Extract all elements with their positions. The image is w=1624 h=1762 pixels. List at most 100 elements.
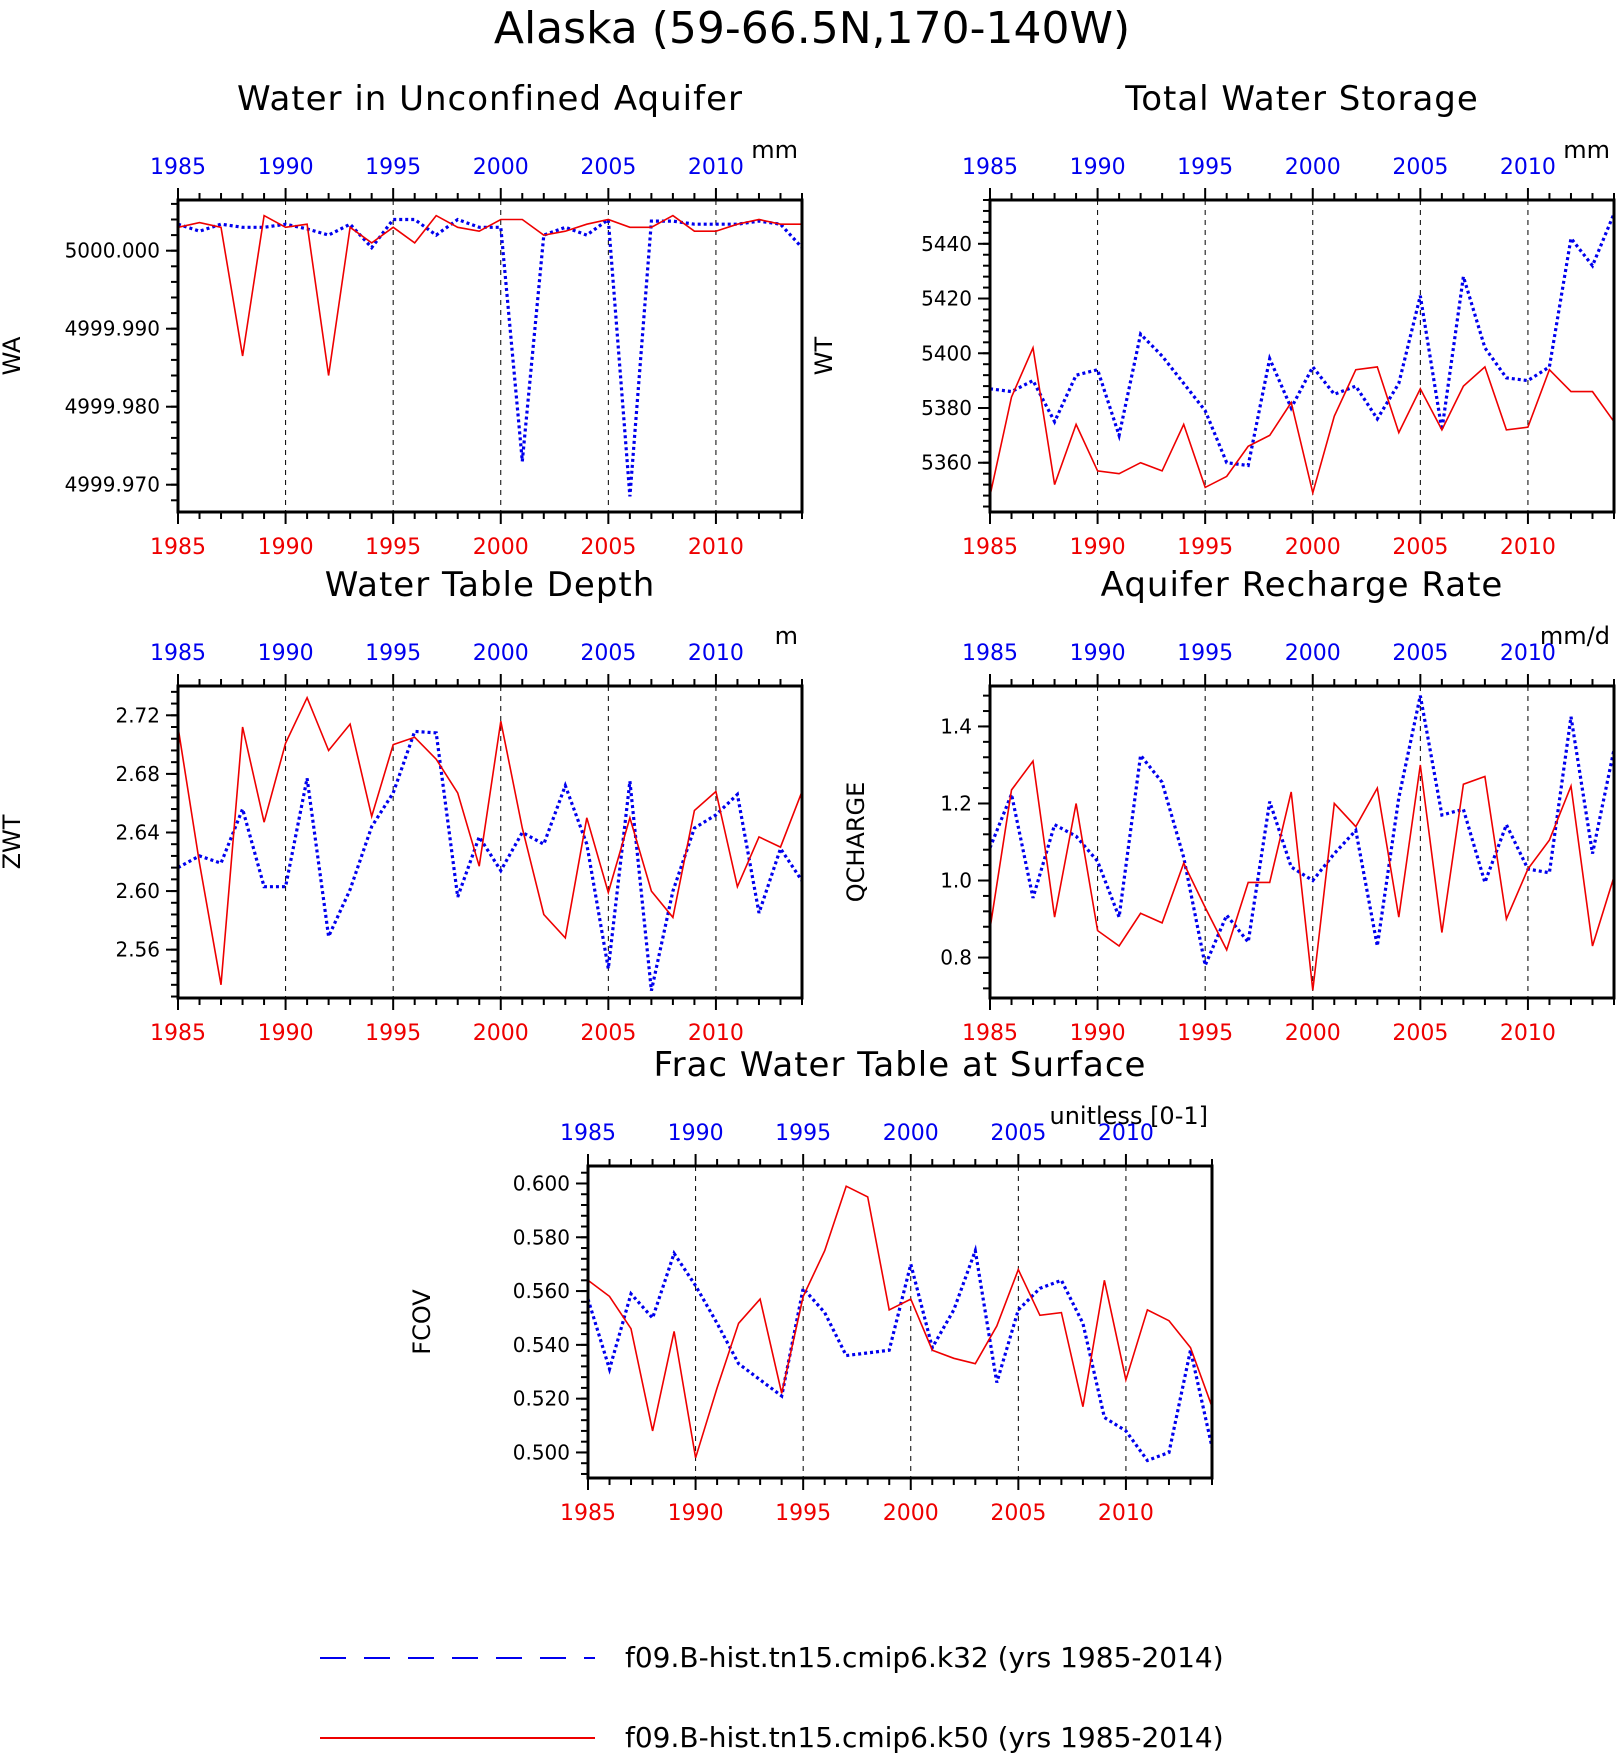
series-line-k50	[178, 214, 802, 376]
x-tick-label-bottom: 2010	[688, 535, 744, 560]
chart-svg: Water Table Depth m 1985 1985 1990 1990 1995 19…	[0, 565, 804, 1046]
y-tick-label: 2.68	[115, 762, 160, 786]
page-title: Alaska (59-66.5N,170-140W)	[493, 3, 1131, 54]
chart-title: Total Water Storage	[1124, 79, 1479, 119]
x-tick-label-bottom: 2005	[580, 535, 636, 560]
y-tick-label: 0.500	[513, 1440, 570, 1464]
chart-panel-total-water-storage: Total Water Storage mm 1985 1985 1990 1990 199…	[810, 70, 1624, 570]
x-tick-label-top: 2000	[473, 641, 529, 666]
y-tick-label: 0.520	[513, 1387, 570, 1411]
x-tick-label-bottom: 2010	[1098, 1501, 1154, 1526]
series-line-k32	[990, 213, 1614, 468]
x-tick-label-top: 2010	[1098, 1121, 1154, 1146]
y-tick-label: 0.540	[513, 1333, 570, 1357]
plot-frame	[176, 684, 804, 1000]
x-tick-label-top: 1995	[1177, 155, 1233, 180]
x-tick-label-bottom: 2005	[1392, 1021, 1448, 1046]
y-tick-label: 5400	[921, 341, 972, 365]
x-tick-label-top: 2005	[580, 641, 636, 666]
x-tick-label-top: 2010	[1500, 155, 1556, 180]
y-axis-label: QCHARGE	[842, 782, 870, 903]
x-tick-label-top: 2005	[580, 155, 636, 180]
y-tick-label: 2.56	[115, 938, 160, 962]
x-tick-label-top: 2000	[1285, 641, 1341, 666]
chart-svg: Aquifer Recharge Rate mm/d 1985 1985 1990 199…	[842, 565, 1616, 1046]
units-label: mm/d	[1540, 622, 1610, 650]
units-label: unitless [0-1]	[1050, 1102, 1209, 1130]
x-tick-label-bottom: 1985	[150, 535, 206, 560]
y-tick-label: 5380	[921, 396, 972, 420]
x-tick-label-bottom: 1995	[1177, 535, 1233, 560]
x-tick-label-top: 2000	[473, 155, 529, 180]
x-tick-label-top: 1990	[1070, 641, 1126, 666]
chart-title: Aquifer Recharge Rate	[1101, 565, 1504, 605]
series-line-k50	[990, 344, 1614, 496]
x-tick-label-bottom: 2000	[1285, 1021, 1341, 1046]
x-tick-label-bottom: 1995	[1177, 1021, 1233, 1046]
y-tick-label: 4999.980	[65, 395, 160, 419]
legend-entry-k50: f09.B-hist.tn15.cmip6.k50 (yrs 1985-2014…	[310, 1718, 1310, 1758]
x-tick-label-bottom: 1985	[962, 535, 1018, 560]
x-tick-label-top: 1990	[258, 641, 314, 666]
chart-panel-water-in-unconfined-aquifer: Water in Unconfined Aquifer mm 1985 1985 199…	[0, 70, 812, 570]
plot-frame	[176, 198, 804, 514]
x-tick-label-top: 1985	[150, 641, 206, 666]
chart-svg: Frac Water Table at Surface unitless [0-1…	[408, 1045, 1214, 1526]
x-tick-label-top: 1985	[962, 641, 1018, 666]
x-tick-label-bottom: 1985	[962, 1021, 1018, 1046]
legend-entry-k32: f09.B-hist.tn15.cmip6.k32 (yrs 1985-2014…	[310, 1638, 1310, 1678]
x-tick-label-top: 1985	[962, 155, 1018, 180]
series-line-k50	[588, 1185, 1212, 1459]
y-tick-label: 0.560	[513, 1279, 570, 1303]
x-tick-label-bottom: 2000	[473, 535, 529, 560]
x-tick-label-bottom: 1995	[775, 1501, 831, 1526]
x-tick-label-top: 2000	[883, 1121, 939, 1146]
x-tick-label-top: 2005	[1392, 155, 1448, 180]
legend-swatch-k50	[320, 1737, 595, 1739]
y-axis-label: ZWT	[0, 814, 26, 869]
x-tick-label-bottom: 2005	[580, 1021, 636, 1046]
x-tick-label-top: 1985	[150, 155, 206, 180]
chart-title: Water Table Depth	[325, 565, 656, 605]
y-tick-label: 0.8	[940, 946, 972, 970]
x-tick-label-top: 1995	[365, 155, 421, 180]
chart-panel-frac-water-table-at-surface: Frac Water Table at Surface unitless [0-1…	[408, 1036, 1222, 1556]
series-line-k32	[588, 1244, 1212, 1463]
x-tick-label-top: 1990	[258, 155, 314, 180]
y-tick-label: 0.580	[513, 1225, 570, 1249]
series-line-k50	[990, 759, 1614, 991]
units-label: mm	[1563, 136, 1610, 164]
y-tick-label: 1.0	[940, 869, 972, 893]
x-tick-label-bottom: 2010	[1500, 535, 1556, 560]
x-tick-label-top: 1985	[560, 1121, 616, 1146]
x-tick-label-top: 1995	[365, 641, 421, 666]
x-tick-label-top: 2010	[688, 641, 744, 666]
x-tick-label-bottom: 2000	[1285, 535, 1341, 560]
x-tick-label-top: 2005	[990, 1121, 1046, 1146]
chart-title: Frac Water Table at Surface	[654, 1045, 1147, 1085]
x-tick-label-bottom: 2000	[883, 1501, 939, 1526]
plot-frame	[988, 198, 1616, 514]
chart-panel-aquifer-recharge-rate: Aquifer Recharge Rate mm/d 1985 1985 1990 199…	[812, 556, 1624, 1056]
x-tick-label-bottom: 2005	[990, 1501, 1046, 1526]
x-tick-label-top: 1995	[775, 1121, 831, 1146]
x-tick-label-bottom: 1990	[258, 535, 314, 560]
y-tick-label: 1.4	[940, 714, 972, 738]
x-tick-label-top: 1990	[1070, 155, 1126, 180]
y-tick-label: 4999.990	[65, 317, 160, 341]
x-tick-label-bottom: 1985	[150, 1021, 206, 1046]
y-tick-label: 5000.000	[65, 239, 160, 263]
y-tick-label: 2.64	[115, 820, 160, 844]
chart-svg: Total Water Storage mm 1985 1985 1990 1990 199…	[810, 79, 1616, 560]
chart-title: Water in Unconfined Aquifer	[237, 79, 743, 119]
y-tick-label: 2.72	[115, 703, 160, 727]
y-tick-label: 0.600	[513, 1171, 570, 1195]
x-tick-label-bottom: 1985	[560, 1501, 616, 1526]
y-tick-label: 2.60	[115, 879, 160, 903]
x-tick-label-bottom: 1990	[258, 1021, 314, 1046]
x-tick-label-bottom: 1990	[668, 1501, 724, 1526]
x-tick-label-top: 2010	[1500, 641, 1556, 666]
units-label: mm	[751, 136, 798, 164]
plot-frame	[586, 1164, 1214, 1480]
y-tick-label: 4999.970	[65, 473, 160, 497]
